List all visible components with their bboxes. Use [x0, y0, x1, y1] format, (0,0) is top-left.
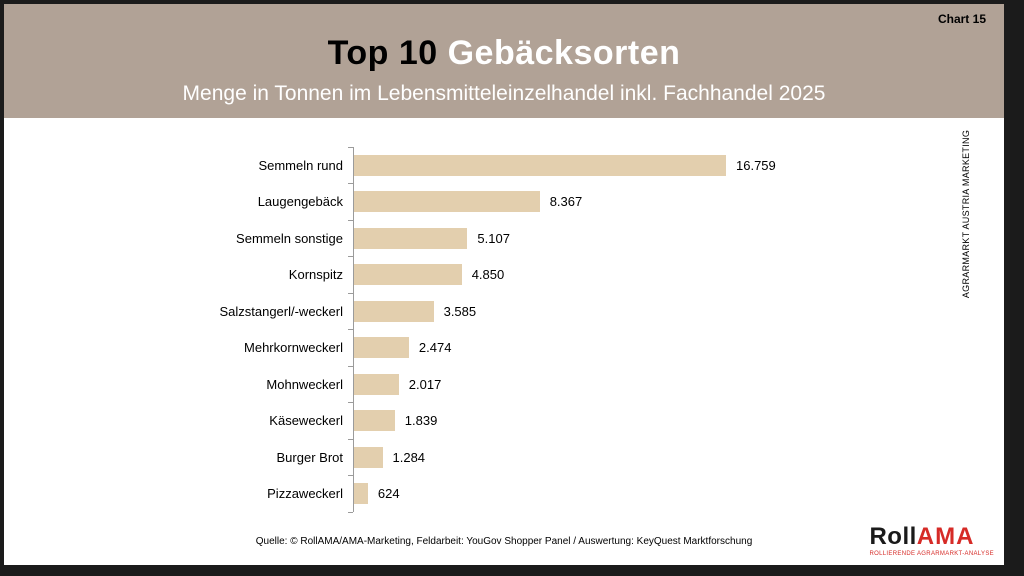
category-label: Laugengebäck	[257, 194, 343, 210]
bar-row: Kornspitz 4.850	[4, 256, 1004, 293]
bar-row: Semmeln sonstige 5.107	[4, 219, 1004, 257]
bar-row: Burger Brot 1.284	[4, 438, 1004, 476]
bar	[354, 410, 395, 432]
bar-cell: 16.759	[348, 146, 1004, 184]
value-label: 1.839	[404, 413, 438, 429]
chart-number-label: Chart 15	[937, 12, 986, 26]
bar-cell: 1.284	[348, 438, 1004, 476]
category-label: Burger Brot	[276, 449, 343, 465]
bar-chart-rows: Semmeln rund 16.759 Laugengebäck 8.367 Semme…	[4, 146, 1004, 512]
rollama-logo-roll: Roll	[869, 523, 917, 550]
value-label: 2.017	[408, 376, 442, 392]
value-label: 4.850	[471, 267, 505, 283]
slide: Chart 15 Top 10 Gebäcksorten Menge in To…	[4, 4, 1004, 565]
value-label: 624	[377, 486, 400, 502]
page-title: Top 10 Gebäcksorten	[4, 34, 1004, 73]
bar	[354, 300, 434, 322]
bar	[354, 191, 540, 213]
bar-cell: 624	[348, 475, 1004, 512]
bar-row: Laugengebäck 8.367	[4, 183, 1004, 220]
bar	[354, 373, 399, 395]
bar-cell: 8.367	[348, 183, 1004, 220]
bar-cell: 1.839	[348, 402, 1004, 439]
rollama-logo-tagline: ROLLIERENDE AGRARMARKT-ANALYSE	[869, 551, 994, 557]
category-label: Käseweckerl	[269, 413, 343, 429]
bar-cell: 5.107	[348, 219, 1004, 257]
bar	[354, 483, 368, 505]
bar	[354, 446, 383, 468]
category-label: Kornspitz	[288, 267, 343, 283]
bar-row: Mehrkornweckerl 2.474	[4, 329, 1004, 366]
page-subtitle: Menge in Tonnen im Lebensmitteleinzelhan…	[182, 82, 826, 105]
bar-row: Semmeln rund 16.759	[4, 146, 1004, 184]
page-title-black-part: Top 10	[327, 34, 448, 72]
bar	[354, 337, 409, 359]
bar-row: Salzstangerl/-weckerl 3.585	[4, 292, 1004, 330]
bar	[354, 264, 462, 286]
bar-row: Mohnweckerl 2.017	[4, 365, 1004, 403]
category-label: Salzstangerl/-weckerl	[219, 303, 343, 319]
bar-cell: 3.585	[348, 292, 1004, 330]
value-label: 1.284	[392, 449, 426, 465]
category-label: Mohnweckerl	[266, 376, 343, 392]
category-label: Semmeln sonstige	[236, 230, 343, 246]
category-label: Pizzaweckerl	[267, 486, 343, 502]
bar-chart: Semmeln rund 16.759 Laugengebäck 8.367 Semme…	[4, 146, 1004, 512]
value-label: 16.759	[736, 157, 776, 173]
source-note: Quelle: © RollAMA/AMA-Marketing, Feldarb…	[255, 536, 753, 547]
bar	[354, 154, 726, 176]
bar-row: Pizzaweckerl 624	[4, 475, 1004, 512]
vertical-sidebar-text: AGRARMARKT AUSTRIA MARKETING	[961, 129, 971, 298]
value-label: 8.367	[549, 194, 583, 210]
bar-row: Käseweckerl 1.839	[4, 402, 1004, 439]
category-label: Semmeln rund	[258, 157, 343, 173]
page-title-white-part: Gebäcksorten	[447, 34, 681, 72]
rollama-logo-ama: AMA	[916, 523, 975, 550]
bar	[354, 227, 468, 249]
rollama-logo-wordmark: RollAMA	[869, 525, 994, 549]
rollama-logo: RollAMA ROLLIERENDE AGRARMARKT-ANALYSE	[869, 525, 994, 558]
bar-cell: 2.017	[348, 365, 1004, 403]
bar-cell: 2.474	[348, 329, 1004, 366]
value-label: 5.107	[477, 230, 510, 246]
value-label: 2.474	[418, 340, 452, 356]
bar-cell: 4.850	[348, 256, 1004, 293]
category-label: Mehrkornweckerl	[244, 340, 343, 356]
value-label: 3.585	[443, 303, 477, 319]
header-band: Chart 15 Top 10 Gebäcksorten Menge in To…	[4, 4, 1004, 118]
